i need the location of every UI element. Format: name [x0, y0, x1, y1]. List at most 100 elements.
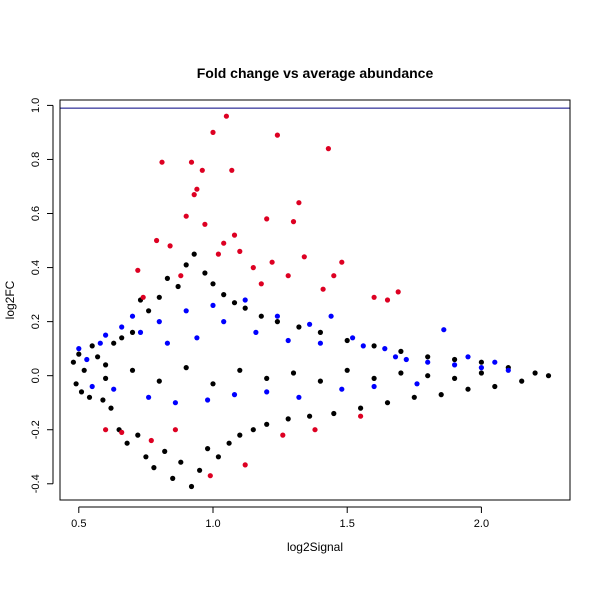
data-point — [478, 370, 484, 376]
data-point — [371, 375, 377, 381]
x-axis: 0.5 1.0 1.5 2.0 — [71, 506, 489, 530]
data-point — [258, 313, 264, 319]
data-point — [250, 265, 256, 271]
x-tick-label: 2.0 — [474, 518, 489, 530]
data-point — [307, 413, 313, 419]
data-point — [358, 413, 364, 419]
data-point — [137, 329, 144, 335]
data-point — [197, 467, 203, 473]
y-tick-label: 0.8 — [30, 152, 42, 167]
data-point — [237, 248, 243, 254]
data-point — [264, 216, 270, 222]
data-point — [452, 356, 458, 363]
data-point — [320, 286, 326, 292]
data-point — [167, 243, 173, 249]
data-point — [170, 475, 176, 481]
data-point — [103, 362, 109, 368]
data-point — [425, 359, 431, 365]
x-tick-label: 1.0 — [205, 518, 220, 530]
data-point — [325, 146, 331, 152]
data-point — [296, 324, 302, 330]
data-point — [143, 454, 149, 460]
data-point — [339, 259, 345, 265]
data-point — [392, 354, 399, 360]
y-tick-label: 1.0 — [30, 98, 42, 113]
data-point — [331, 410, 337, 417]
data-point — [384, 297, 391, 303]
data-point — [183, 365, 189, 371]
data-point — [95, 354, 101, 360]
data-point — [231, 300, 238, 306]
data-point — [237, 367, 243, 373]
data-point — [151, 465, 157, 471]
data-point — [398, 348, 404, 354]
data-point — [242, 297, 248, 303]
data-point — [301, 254, 307, 260]
data-point — [231, 232, 238, 238]
data-point — [438, 392, 444, 398]
data-point — [331, 273, 337, 279]
data-point — [221, 292, 227, 298]
data-point — [156, 319, 162, 325]
data-point — [194, 186, 200, 192]
data-point — [328, 313, 334, 319]
data-point — [188, 483, 195, 490]
data-point — [100, 397, 106, 403]
data-point — [119, 429, 125, 435]
data-point — [221, 319, 227, 325]
data-point — [280, 432, 286, 438]
data-point — [242, 462, 248, 468]
data-point — [129, 329, 136, 335]
data-point — [339, 386, 345, 392]
data-point — [210, 302, 216, 308]
data-point — [253, 329, 259, 335]
data-point — [290, 219, 297, 225]
data-point — [258, 281, 264, 287]
data-point — [191, 251, 197, 257]
data-point — [452, 375, 458, 381]
data-point — [296, 200, 302, 206]
data-point — [223, 113, 229, 119]
data-point — [215, 454, 221, 460]
data-point — [317, 329, 323, 335]
data-point — [108, 405, 114, 411]
data-point — [119, 335, 125, 341]
y-tick-label: 0.6 — [30, 206, 42, 221]
data-point — [183, 308, 189, 314]
data-point — [226, 440, 232, 446]
data-point — [478, 359, 484, 365]
data-point — [73, 381, 79, 387]
y-tick-label: 0.4 — [30, 260, 42, 275]
data-point — [207, 473, 213, 479]
data-point — [164, 340, 170, 346]
data-point — [250, 427, 256, 433]
data-point — [148, 437, 154, 444]
data-point — [202, 270, 208, 276]
data-point — [312, 427, 318, 433]
chart-title: Fold change vs average abundance — [197, 65, 434, 81]
data-point — [545, 373, 552, 379]
data-point — [344, 337, 350, 344]
data-point — [135, 267, 141, 273]
data-point — [519, 378, 525, 384]
data-point — [307, 321, 313, 327]
data-point — [89, 383, 95, 390]
data-point — [264, 375, 270, 381]
data-point — [274, 132, 280, 138]
data-point — [264, 421, 270, 427]
data-point — [317, 378, 323, 384]
plot-frame — [59, 99, 571, 501]
data-point — [124, 440, 130, 446]
data-point — [146, 394, 152, 400]
data-point — [358, 405, 364, 411]
data-point — [210, 281, 216, 287]
data-point — [395, 289, 401, 295]
data-point — [441, 327, 447, 333]
data-point — [382, 346, 388, 352]
data-point — [129, 313, 136, 319]
data-point — [452, 362, 458, 368]
data-point — [285, 273, 291, 279]
data-point — [371, 294, 377, 300]
data-point — [231, 392, 238, 398]
data-point — [205, 446, 211, 452]
